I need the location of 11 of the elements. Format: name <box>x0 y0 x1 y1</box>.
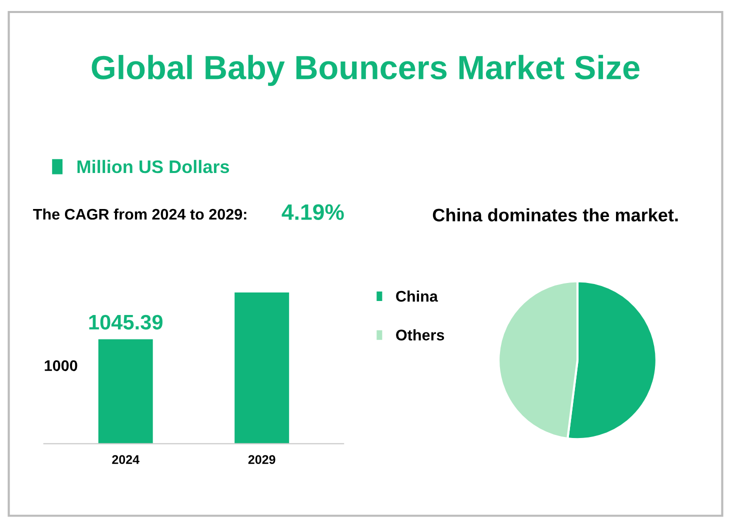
legend-label: Others <box>396 329 444 340</box>
text: 1045.39 <box>89 314 162 330</box>
x-tick-label: 2029 <box>248 455 276 464</box>
chart-title: Global Baby Bouncers Market Size <box>92 54 640 86</box>
text: China dominates the market. <box>432 208 678 222</box>
legend-label: Million US Dollars <box>77 160 230 174</box>
x-tick-label: 2024 <box>112 455 140 464</box>
legend-label: China <box>396 290 438 302</box>
text: The CAGR from 2024 to 2029: <box>33 208 246 220</box>
annotation: 1000 <box>44 360 78 372</box>
text: 4.19% <box>282 204 344 220</box>
